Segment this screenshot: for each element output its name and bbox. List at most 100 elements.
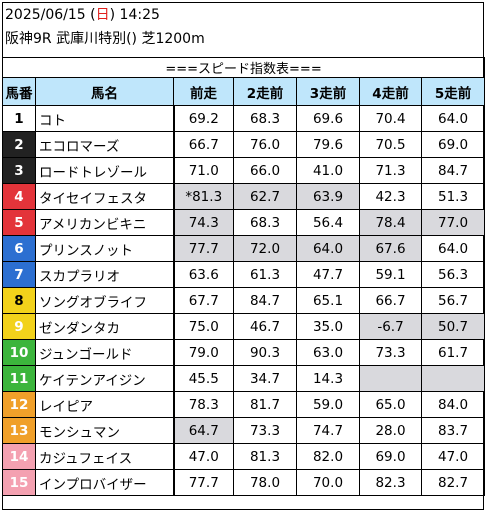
horse-number: 4 (2, 183, 36, 210)
column-header: 4走前 (359, 77, 422, 106)
speed-index-cell: 59.0 (296, 391, 360, 418)
speed-index-cell: 42.3 (359, 183, 422, 210)
speed-index-cell: *81.3 (172, 183, 234, 210)
table-row: 4 タイセイフェスタ *81.3 62.7 63.9 42.3 51.3 (2, 183, 486, 210)
speed-index-cell: 69.6 (296, 105, 360, 132)
speed-index-cell: 34.7 (233, 365, 297, 392)
speed-index-cell: 76.0 (233, 131, 297, 158)
horse-name: ロードトレゾール (35, 157, 174, 184)
speed-index-cell: 78.0 (233, 469, 297, 496)
column-header: 2走前 (233, 77, 297, 106)
speed-index-cell: 77.7 (172, 235, 234, 262)
column-header: 3走前 (296, 77, 360, 106)
speed-index-cell: -6.7 (359, 313, 422, 340)
horse-name: スカプラリオ (35, 261, 174, 288)
horse-name: プリンスノット (35, 235, 174, 262)
speed-index-cell: 71.0 (172, 157, 234, 184)
speed-index-cell: 62.7 (233, 183, 297, 210)
speed-index-cell: 90.3 (233, 339, 297, 366)
horse-name: ソングオブライフ (35, 287, 174, 314)
speed-index-cell: 74.3 (172, 209, 234, 236)
speed-index-cell: 47.7 (296, 261, 360, 288)
speed-index-cell: 70.0 (296, 469, 360, 496)
table-row: 8 ソングオブライフ 67.7 84.7 65.1 66.7 56.7 (2, 287, 486, 314)
race-time: 14:25 (119, 7, 160, 23)
speed-index-cell: 73.3 (359, 339, 422, 366)
table-row: 5 アメリカンビキニ 74.3 68.3 56.4 78.4 77.0 (2, 209, 486, 236)
horse-name: コト (35, 105, 174, 132)
speed-index-cell: 14.3 (296, 365, 360, 392)
speed-index-cell: 73.3 (233, 417, 297, 444)
speed-index-cell: 81.3 (233, 443, 297, 470)
speed-index-cell: 65.0 (359, 391, 422, 418)
speed-index-cell: 77.7 (172, 469, 234, 496)
table-row: 14 カジュフェイス 47.0 81.3 82.0 69.0 47.0 (2, 443, 486, 470)
table-row: 11 ケイテンアイジン 45.5 34.7 14.3 (2, 365, 486, 392)
speed-index-cell: 41.0 (296, 157, 360, 184)
column-header: 5走前 (420, 77, 486, 106)
speed-index-cell: 45.5 (172, 365, 234, 392)
speed-index-cell: 79.6 (296, 131, 360, 158)
speed-index-cell: 46.7 (233, 313, 297, 340)
speed-index-cell: 64.0 (420, 235, 486, 262)
speed-index-cell: 69.2 (172, 105, 234, 132)
speed-index-cell: 72.0 (233, 235, 297, 262)
table-row: 12 レイピア 78.3 81.7 59.0 65.0 84.0 (2, 391, 486, 418)
speed-index-cell: 82.0 (296, 443, 360, 470)
horse-name: ケイテンアイジン (35, 365, 174, 392)
horse-number: 15 (2, 469, 36, 496)
speed-index-cell: 66.7 (359, 287, 422, 314)
speed-index-cell: 61.7 (420, 339, 486, 366)
speed-index-cell: 83.7 (420, 417, 486, 444)
horse-name: インプロバイザー (35, 469, 174, 496)
horse-number: 12 (2, 391, 36, 418)
table-header-row: 馬番 馬名 前走 2走前 3走前 4走前 5走前 (2, 77, 486, 106)
speed-index-cell: 84.7 (420, 157, 486, 184)
weekday-close: ) (109, 7, 120, 23)
table-row: 15 インプロバイザー 77.7 78.0 70.0 82.3 82.7 (2, 469, 486, 496)
speed-index-cell: 56.3 (420, 261, 486, 288)
table-title-row: ===スピード指数表=== (1, 57, 486, 78)
speed-index-cell: 61.3 (233, 261, 297, 288)
speed-index-cell: 81.7 (233, 391, 297, 418)
speed-index-cell: 77.0 (420, 209, 486, 236)
speed-index-cell: 84.7 (233, 287, 297, 314)
speed-index-cell: 51.3 (420, 183, 486, 210)
speed-index-cell: 69.0 (420, 131, 486, 158)
speed-index-cell: 71.3 (359, 157, 422, 184)
speed-index-cell: 78.4 (359, 209, 422, 236)
speed-index-cell: 69.0 (359, 443, 422, 470)
speed-index-cell: 64.7 (172, 417, 234, 444)
table-row: 7 スカプラリオ 63.6 61.3 47.7 59.1 56.3 (2, 261, 486, 288)
speed-index-cell: 56.7 (420, 287, 486, 314)
table-row: 13 モンシュマン 64.7 73.3 74.7 28.0 83.7 (2, 417, 486, 444)
speed-index-cell: 70.4 (359, 105, 422, 132)
table-row: 9 ゼンダンタカ 75.0 46.7 35.0 -6.7 50.7 (2, 313, 486, 340)
speed-index-cell: 78.3 (172, 391, 234, 418)
speed-index-cell: 63.0 (296, 339, 360, 366)
table-row: 6 プリンスノット 77.7 72.0 64.0 67.6 64.0 (2, 235, 486, 262)
speed-index-cell: 47.0 (172, 443, 234, 470)
speed-index-cell: 67.6 (359, 235, 422, 262)
speed-index-table: ===スピード指数表=== 馬番 馬名 前走 2走前 3走前 4走前 5走前 1… (1, 57, 486, 496)
speed-index-cell: 70.5 (359, 131, 422, 158)
speed-index-cell: 84.0 (420, 391, 486, 418)
speed-index-cell: 79.0 (172, 339, 234, 366)
speed-index-cell: 56.4 (296, 209, 360, 236)
speed-index-cell: 66.7 (172, 131, 234, 158)
column-header: 馬番 (2, 77, 36, 106)
speed-index-cell: 63.9 (296, 183, 360, 210)
horse-name: アメリカンビキニ (35, 209, 174, 236)
horse-number: 6 (2, 235, 36, 262)
speed-index-cell: 82.7 (420, 469, 486, 496)
speed-index-cell: 64.0 (420, 105, 486, 132)
column-header: 前走 (173, 77, 234, 106)
speed-index-cell: 28.0 (359, 417, 422, 444)
table-row: 3 ロードトレゾール 71.0 66.0 41.0 71.3 84.7 (2, 157, 486, 184)
speed-index-cell: 65.1 (296, 287, 360, 314)
speed-index-cell: 59.1 (359, 261, 422, 288)
speed-index-cell: 47.0 (420, 443, 486, 470)
horse-name: タイセイフェスタ (35, 183, 174, 210)
horse-name: エコロマーズ (35, 131, 174, 158)
horse-number: 14 (2, 443, 36, 470)
